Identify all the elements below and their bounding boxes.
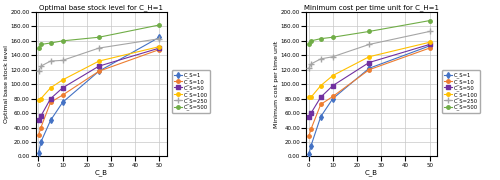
C_S=1 xyxy=(36,152,42,154)
C_S=500 xyxy=(38,43,44,46)
C_S=1 xyxy=(96,70,102,72)
C_S=50 xyxy=(36,119,42,121)
C_S=50 xyxy=(156,47,162,49)
C_S=10 xyxy=(308,128,314,130)
Line: C_S=10: C_S=10 xyxy=(307,46,432,138)
C_S=100 xyxy=(308,96,314,98)
C_S=1 xyxy=(60,101,66,103)
C_S=500 xyxy=(60,40,66,42)
C_S=10 xyxy=(38,127,44,129)
Line: C_S=500: C_S=500 xyxy=(37,23,161,50)
C_S=100 xyxy=(36,99,42,101)
C_S=50 xyxy=(426,43,432,46)
C_S=50 xyxy=(366,61,372,64)
Line: C_S=1: C_S=1 xyxy=(36,35,162,155)
C_S=250 xyxy=(60,59,66,61)
C_S=250 xyxy=(96,47,102,49)
C_S=50 xyxy=(308,112,314,114)
C_S=50 xyxy=(48,98,54,100)
C_S=10 xyxy=(318,103,324,105)
C_S=500 xyxy=(330,36,336,38)
C_S=100 xyxy=(96,60,102,62)
Line: C_S=50: C_S=50 xyxy=(36,46,162,122)
C_S=10 xyxy=(96,70,102,72)
X-axis label: C_B: C_B xyxy=(95,169,108,176)
C_S=1 xyxy=(330,98,336,100)
C_S=100 xyxy=(60,79,66,81)
C_S=250 xyxy=(306,67,312,69)
C_S=100 xyxy=(426,41,432,43)
C_S=500 xyxy=(96,36,102,38)
Line: C_S=10: C_S=10 xyxy=(37,48,161,136)
C_S=100 xyxy=(48,87,54,89)
C_S=500 xyxy=(156,24,162,26)
C_S=250 xyxy=(36,70,42,72)
C_S=50 xyxy=(318,96,324,98)
C_S=100 xyxy=(366,56,372,58)
C_S=50 xyxy=(330,85,336,87)
Y-axis label: Optimal base stock level: Optimal base stock level xyxy=(4,45,9,123)
C_S=250 xyxy=(156,38,162,40)
C_S=1 xyxy=(156,36,162,38)
C_S=1 xyxy=(318,116,324,118)
C_S=100 xyxy=(156,46,162,48)
C_S=250 xyxy=(48,60,54,62)
Y-axis label: Minimum cost per time unit: Minimum cost per time unit xyxy=(274,40,280,128)
Line: C_S=100: C_S=100 xyxy=(307,40,432,99)
C_S=500 xyxy=(318,38,324,40)
C_S=50 xyxy=(96,65,102,67)
Line: C_S=50: C_S=50 xyxy=(307,42,432,119)
C_S=1 xyxy=(48,119,54,121)
C_S=250 xyxy=(308,63,314,65)
C_S=10 xyxy=(330,95,336,98)
C_S=500 xyxy=(48,42,54,44)
C_S=500 xyxy=(308,40,314,42)
C_S=100 xyxy=(330,75,336,77)
Line: C_S=250: C_S=250 xyxy=(36,36,162,74)
Line: C_S=250: C_S=250 xyxy=(306,29,432,71)
X-axis label: C_B: C_B xyxy=(365,169,378,176)
C_S=250 xyxy=(318,58,324,60)
C_S=100 xyxy=(318,85,324,87)
Title: Minimum cost per time unit for C_H=1: Minimum cost per time unit for C_H=1 xyxy=(304,4,439,11)
C_S=1 xyxy=(426,45,432,47)
C_S=10 xyxy=(60,94,66,96)
C_S=1 xyxy=(306,153,312,155)
Legend: C_S=1, C_S=10, C_S=50, C_S=100, C_S=250, C_S=500: C_S=1, C_S=10, C_S=50, C_S=100, C_S=250,… xyxy=(442,70,480,112)
C_S=50 xyxy=(38,115,44,117)
Line: C_S=500: C_S=500 xyxy=(307,19,432,46)
C_S=100 xyxy=(38,98,44,100)
C_S=500 xyxy=(366,30,372,33)
C_S=10 xyxy=(366,69,372,71)
C_S=250 xyxy=(330,56,336,58)
Title: Optimal base stock level for C_H=1: Optimal base stock level for C_H=1 xyxy=(40,4,164,11)
Line: C_S=100: C_S=100 xyxy=(37,45,161,102)
C_S=100 xyxy=(306,96,312,98)
C_S=50 xyxy=(306,116,312,118)
Line: C_S=1: C_S=1 xyxy=(307,44,432,156)
C_S=10 xyxy=(426,47,432,49)
C_S=500 xyxy=(306,43,312,46)
C_S=10 xyxy=(156,48,162,51)
Legend: C_S=1, C_S=10, C_S=50, C_S=100, C_S=250, C_S=500: C_S=1, C_S=10, C_S=50, C_S=100, C_S=250,… xyxy=(172,70,210,112)
C_S=10 xyxy=(306,135,312,137)
C_S=500 xyxy=(36,47,42,49)
C_S=1 xyxy=(38,141,44,143)
C_S=250 xyxy=(426,30,432,33)
C_S=250 xyxy=(366,43,372,46)
C_S=50 xyxy=(60,87,66,89)
C_S=250 xyxy=(38,65,44,67)
C_S=500 xyxy=(426,20,432,22)
C_S=10 xyxy=(48,101,54,103)
C_S=1 xyxy=(308,145,314,147)
C_S=1 xyxy=(366,67,372,69)
C_S=10 xyxy=(36,134,42,136)
